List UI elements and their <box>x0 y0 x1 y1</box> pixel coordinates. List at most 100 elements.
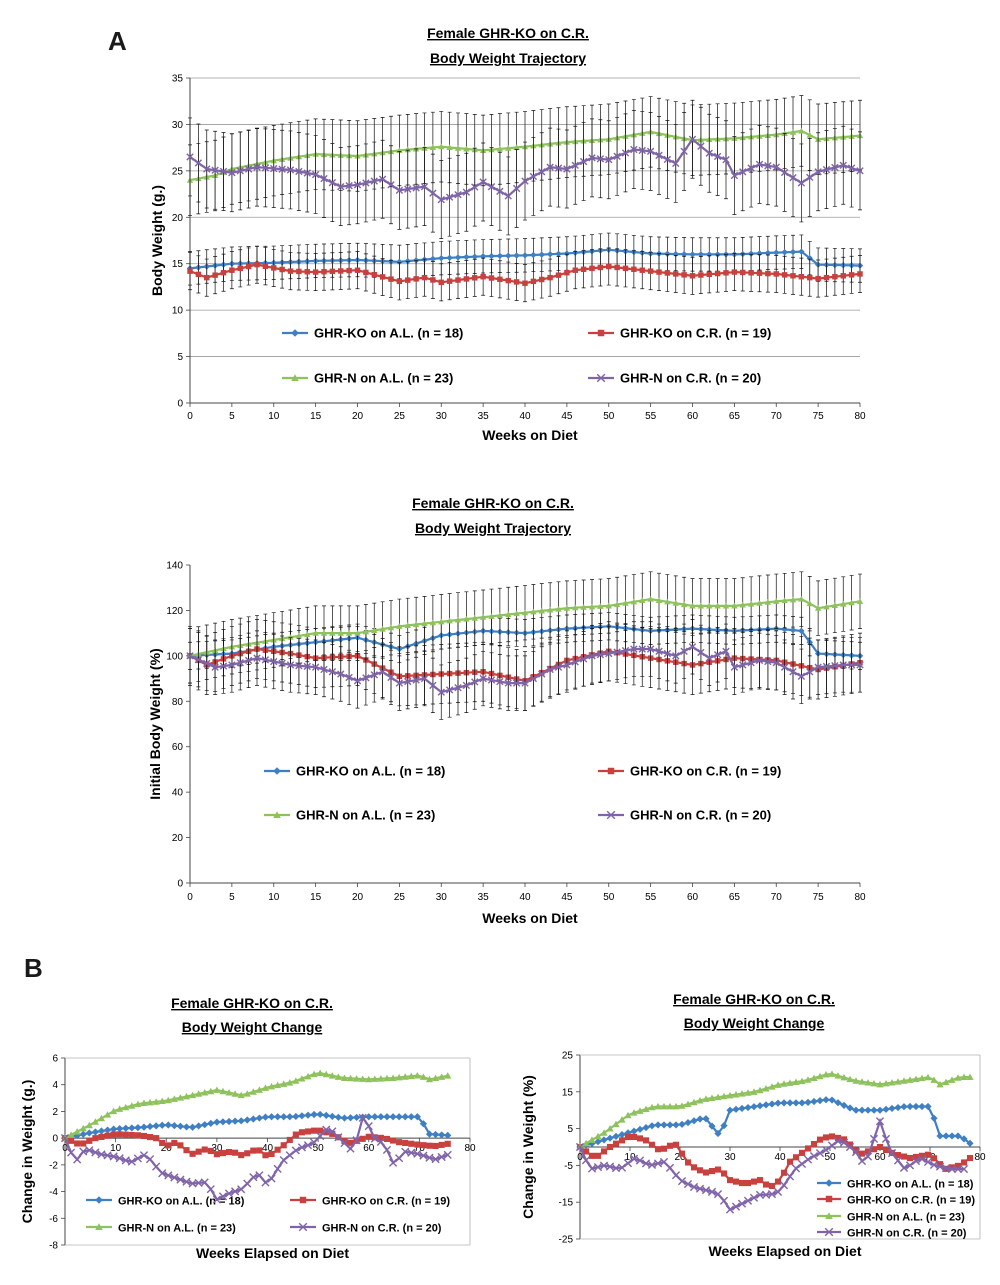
data-point <box>918 1152 926 1159</box>
data-point <box>504 679 512 687</box>
data-point <box>359 1075 367 1082</box>
data-point <box>882 1105 890 1113</box>
data-point <box>726 1106 734 1114</box>
y-tick-label: 40 <box>172 788 184 799</box>
y-tick-label: 60 <box>172 742 184 753</box>
data-point <box>672 1141 680 1148</box>
data-point <box>555 272 562 278</box>
data-point <box>354 267 361 273</box>
data-point <box>280 1113 288 1121</box>
data-point <box>244 1150 251 1157</box>
data-point <box>539 276 545 283</box>
x-tick-label: 10 <box>268 411 280 422</box>
data-point <box>97 1114 106 1122</box>
data-point <box>806 131 813 138</box>
data-point <box>816 1136 824 1143</box>
data-point <box>463 145 470 152</box>
data-point <box>195 1122 203 1130</box>
data-point <box>255 1086 263 1093</box>
data-point <box>780 1099 788 1107</box>
data-point <box>606 1125 614 1132</box>
data-point <box>383 1113 391 1121</box>
data-point <box>382 1145 392 1154</box>
data-point <box>684 1159 692 1166</box>
data-point <box>756 1086 764 1094</box>
x-tick-label: 10 <box>110 1143 122 1154</box>
data-point <box>249 1088 257 1095</box>
data-point <box>618 1137 626 1144</box>
y-tick-label: -5 <box>564 1161 573 1172</box>
data-point <box>803 1155 813 1164</box>
data-point <box>228 661 236 669</box>
data-point <box>425 1075 434 1083</box>
data-point <box>720 1170 728 1177</box>
data-point <box>840 600 847 607</box>
data-point <box>935 1162 945 1171</box>
data-point <box>606 263 612 270</box>
data-point <box>387 624 395 631</box>
x-tick-label: 0 <box>187 892 193 903</box>
data-point <box>806 254 813 262</box>
data-point <box>744 1089 752 1096</box>
data-point <box>852 1147 860 1154</box>
data-point <box>207 1119 215 1127</box>
data-point <box>722 647 730 656</box>
data-point <box>236 167 244 175</box>
data-point <box>471 253 478 260</box>
data-point <box>298 1129 305 1136</box>
data-point <box>286 1113 294 1121</box>
data-point <box>930 1114 938 1122</box>
y-tick-label: 120 <box>166 606 183 617</box>
data-point <box>831 662 839 670</box>
data-point <box>538 670 546 678</box>
series-3 <box>60 1113 452 1204</box>
data-point <box>140 1099 148 1106</box>
x-tick-label: 0 <box>187 411 193 422</box>
x-tick-label: 65 <box>729 411 741 422</box>
data-point <box>328 1072 336 1079</box>
y-tick-label: 25 <box>172 166 184 177</box>
data-point <box>960 1135 968 1143</box>
data-point <box>443 1150 452 1159</box>
data-point <box>723 270 729 276</box>
data-point <box>371 1113 379 1121</box>
data-point <box>815 1149 825 1158</box>
data-point <box>876 1143 884 1151</box>
data-point <box>387 673 395 682</box>
data-point <box>798 127 805 134</box>
data-point <box>86 1137 93 1144</box>
data-point <box>183 1147 190 1154</box>
data-point <box>856 598 864 604</box>
data-point <box>454 254 462 261</box>
data-point <box>596 651 605 659</box>
data-point <box>848 599 855 606</box>
data-point <box>320 629 328 636</box>
data-point <box>755 160 764 169</box>
data-point <box>429 189 437 197</box>
data-point <box>362 674 370 682</box>
data-point <box>329 1130 336 1137</box>
data-point <box>858 1150 866 1157</box>
data-point <box>201 1121 209 1129</box>
y-tick-label: -8 <box>49 1241 58 1252</box>
data-point <box>756 599 763 606</box>
data-point <box>488 275 495 281</box>
data-point <box>798 627 805 635</box>
data-point <box>647 595 654 602</box>
x-tick-label: 5 <box>229 411 235 422</box>
data-point <box>371 627 378 633</box>
data-point <box>152 1122 160 1130</box>
data-point <box>666 1142 674 1149</box>
legend-label: GHR-KO on A.L. (n = 18) <box>296 764 445 779</box>
data-point <box>630 645 638 653</box>
data-point <box>851 1148 861 1157</box>
data-point <box>696 1115 704 1123</box>
data-point <box>530 278 537 285</box>
data-point <box>924 1073 932 1081</box>
data-point <box>797 672 806 680</box>
data-point <box>697 648 705 657</box>
data-point <box>832 273 838 280</box>
data-point <box>774 1081 782 1088</box>
data-point <box>274 1081 282 1089</box>
chart-weight-change-percent: Female GHR-KO on C.R. Body Weight Change -… <box>520 991 986 1259</box>
